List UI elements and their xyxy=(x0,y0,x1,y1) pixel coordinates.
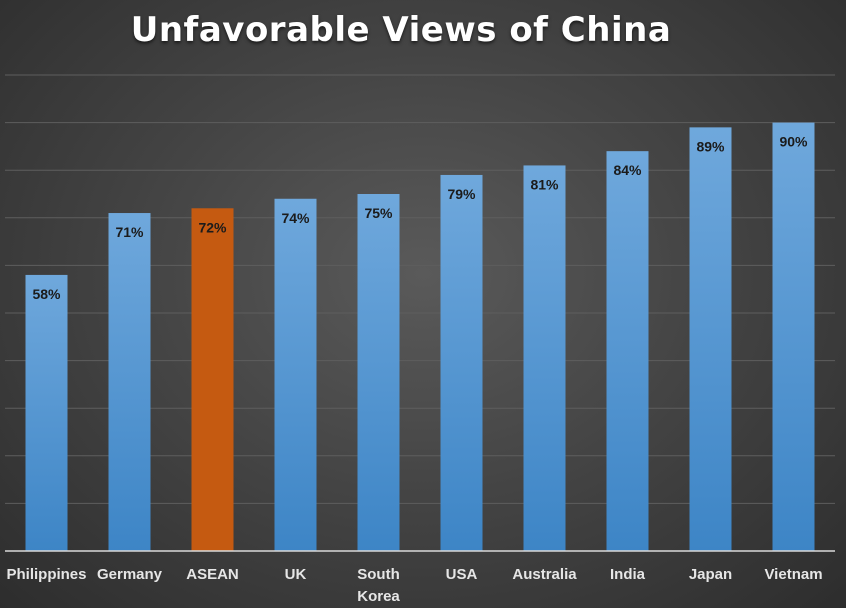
bar-usa xyxy=(440,174,483,551)
bar-vietnam xyxy=(772,122,815,551)
data-label: 90% xyxy=(779,134,808,150)
category-label: Australia xyxy=(512,566,577,583)
bar-uk xyxy=(274,198,317,551)
data-label: 58% xyxy=(32,286,61,302)
data-label: 84% xyxy=(613,162,642,178)
bar-philippines xyxy=(25,274,68,551)
data-label: 89% xyxy=(696,138,725,154)
category-label: India xyxy=(610,566,646,583)
data-label: 81% xyxy=(530,176,559,192)
chart-title: Unfavorable Views of China xyxy=(130,10,672,50)
bar-south-korea xyxy=(357,194,400,551)
data-label: 71% xyxy=(115,224,144,240)
category-label: Philippines xyxy=(6,566,86,583)
bar-asean xyxy=(191,208,234,551)
data-labels: 58% 71% 72% 74% 75% 79% 81% 84% 89% 90% xyxy=(32,134,808,302)
category-label: Vietnam xyxy=(764,566,822,583)
data-label: 74% xyxy=(281,210,310,226)
x-axis: Philippines Germany ASEAN UK South Korea USA Au… xyxy=(5,550,835,605)
category-label: Japan xyxy=(689,566,732,583)
data-label: 79% xyxy=(447,186,476,202)
category-label: Germany xyxy=(97,566,163,583)
data-label: 75% xyxy=(364,205,393,221)
category-label: USA xyxy=(446,566,478,583)
category-label: UK xyxy=(285,566,307,583)
bar-australia xyxy=(523,165,566,551)
bar-germany xyxy=(108,213,151,552)
category-label: ASEAN xyxy=(186,566,239,583)
bars xyxy=(25,122,815,552)
bar-india xyxy=(606,151,649,551)
category-label: South Korea xyxy=(357,566,400,605)
data-label: 72% xyxy=(198,219,227,235)
bar-japan xyxy=(689,127,732,552)
